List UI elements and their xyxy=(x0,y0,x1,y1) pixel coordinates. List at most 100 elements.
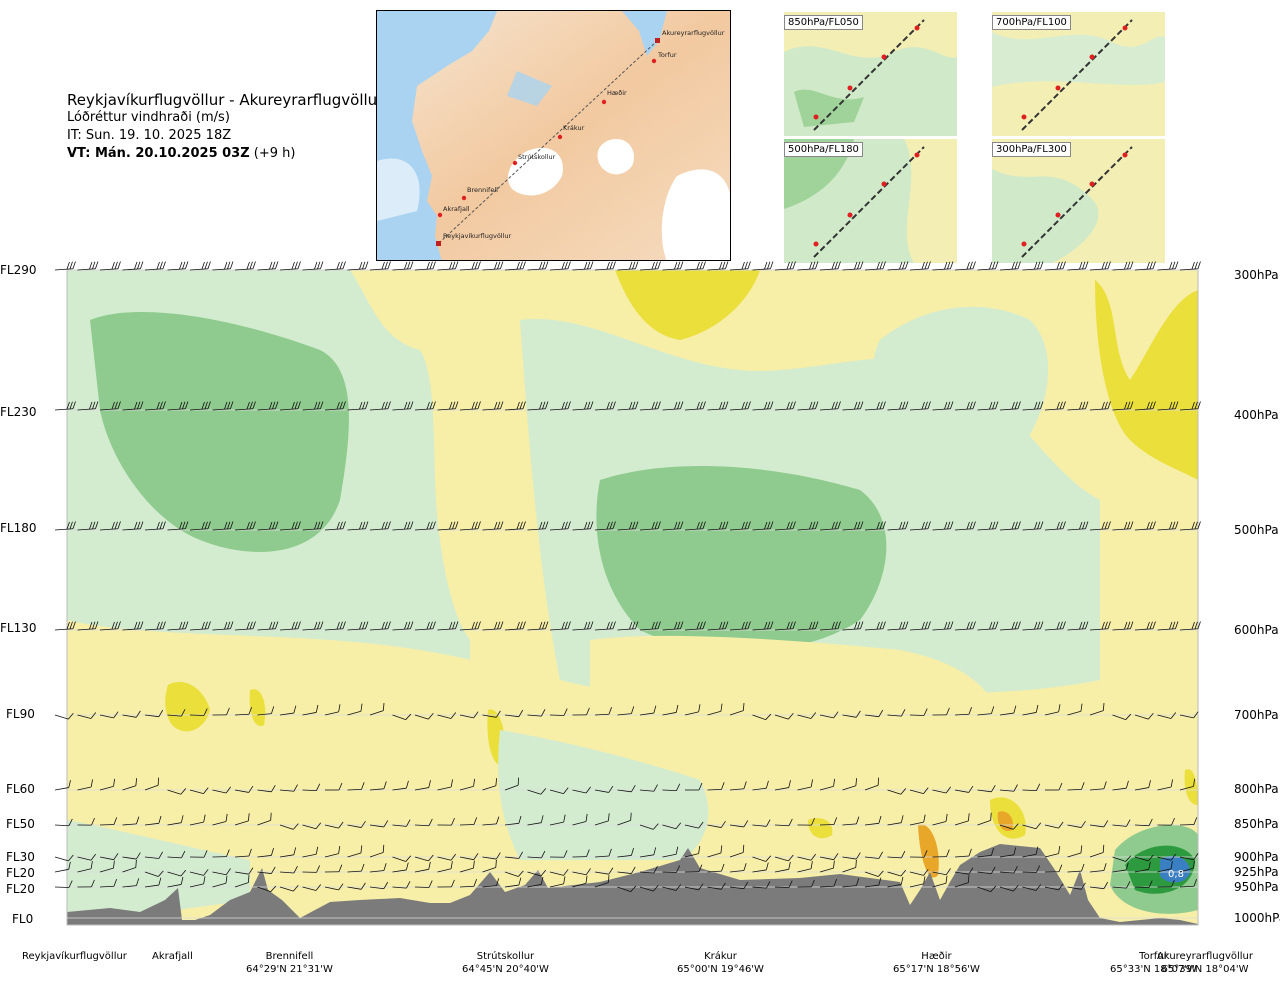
wind-barb xyxy=(707,863,725,873)
wind-barb xyxy=(864,815,882,826)
wind-barb xyxy=(1089,863,1107,873)
wind-barb xyxy=(617,261,639,271)
hpa-label: 600hPa xyxy=(1234,623,1279,637)
level-map-500: 500hPa/FL180 xyxy=(784,139,957,263)
wind-barb xyxy=(977,848,994,858)
wind-barb xyxy=(482,521,504,531)
wind-barb xyxy=(774,780,791,791)
wind-barb xyxy=(212,621,234,631)
wind-barb xyxy=(662,704,679,716)
wind-barb xyxy=(77,712,97,719)
wind-barb xyxy=(909,876,926,888)
wind-barb xyxy=(347,845,363,858)
field-weak-down-right xyxy=(871,306,1049,482)
wind-barb xyxy=(639,261,661,271)
wind-barb xyxy=(752,713,772,721)
wind-barb xyxy=(234,785,254,793)
wind-barb xyxy=(1067,521,1089,531)
wind-barb xyxy=(369,844,385,858)
wind-barb xyxy=(482,261,504,271)
wind-barb xyxy=(77,817,95,826)
wind-barb xyxy=(77,261,99,271)
map-point-brennifell xyxy=(461,195,467,201)
wind-barb xyxy=(1022,704,1039,716)
map-point-reykjavik xyxy=(436,241,441,246)
wind-barb xyxy=(167,621,189,631)
wind-barb xyxy=(909,401,931,411)
wind-barb xyxy=(684,864,703,873)
wind-barb xyxy=(549,401,571,411)
wind-barb xyxy=(639,705,657,716)
wind-barb xyxy=(257,706,275,716)
wind-barb xyxy=(279,847,297,858)
wind-barb xyxy=(257,261,279,271)
wind-barb xyxy=(617,621,639,631)
wind-barb xyxy=(459,261,481,271)
wind-barb xyxy=(437,712,457,719)
wind-barb xyxy=(774,854,794,862)
wind-barb xyxy=(909,787,929,795)
wind-barb xyxy=(887,521,909,531)
wind-barb xyxy=(392,780,409,791)
level-gridlines xyxy=(67,269,1198,919)
fjord xyxy=(622,11,667,56)
wind-barb xyxy=(189,850,208,858)
level-map-850: 850hPa/FL050 xyxy=(784,12,957,136)
wind-barb xyxy=(1134,261,1156,271)
wind-barb xyxy=(774,401,796,411)
wind-barb xyxy=(302,783,321,792)
wind-barb xyxy=(527,401,549,411)
x-location-coord: 65°17'N 18°56'W xyxy=(893,964,980,975)
wind-barb xyxy=(1044,521,1066,531)
wind-barb xyxy=(122,401,144,411)
wind-barb xyxy=(392,401,414,411)
wind-barb xyxy=(369,820,389,828)
wind-barb xyxy=(797,521,819,531)
wind-barb xyxy=(594,621,616,631)
wind-barb xyxy=(504,521,526,531)
fl-label: FL50 xyxy=(6,817,35,831)
wind-barb xyxy=(999,621,1021,631)
wind-barb xyxy=(752,261,774,271)
field-down-center xyxy=(596,466,887,652)
map-label-krakur: Krákur xyxy=(563,124,585,132)
wind-barb xyxy=(212,875,228,888)
wind-barb xyxy=(842,778,858,791)
x-location-coord: 65°00'N 19°46'W xyxy=(677,964,764,975)
fl-label: FL0 xyxy=(12,912,34,926)
wind-barb xyxy=(1179,860,1195,873)
heatmap-field xyxy=(67,270,1198,925)
wind-barb xyxy=(662,261,684,271)
wind-barb xyxy=(819,853,839,861)
wind-barb xyxy=(257,401,279,411)
wind-barb xyxy=(527,788,547,795)
wind-barb xyxy=(414,854,434,862)
map-label-akureyri: Akureyrarflugvöllur xyxy=(662,29,725,37)
wind-barb xyxy=(887,788,907,795)
x-location: Reykjavíkurflugvöllur xyxy=(22,950,127,963)
x-location-coord: 65°39'N 18°04'W xyxy=(1161,964,1249,975)
x-location-coord: 65°33'N 18°07'W xyxy=(1110,964,1197,975)
wind-barb xyxy=(999,866,1018,874)
level-map-850-label: 850hPa/FL050 xyxy=(784,15,863,30)
wind-barb xyxy=(212,521,234,531)
wind-barb xyxy=(617,885,637,893)
wind-barb xyxy=(459,621,481,631)
wind-barb xyxy=(572,621,594,631)
wind-barb xyxy=(774,880,793,888)
wind-barb xyxy=(797,401,819,411)
wind-barb xyxy=(1112,855,1132,862)
wind-barb xyxy=(1067,261,1089,271)
map-label-akrafjall: Akrafjall xyxy=(443,205,470,213)
wind-barb xyxy=(167,709,186,717)
level-map-700-svg xyxy=(992,12,1165,136)
wind-barb xyxy=(662,783,681,792)
fl-label: FL20 xyxy=(6,866,35,880)
wind-barb xyxy=(189,401,211,411)
field-up-spot-left xyxy=(165,681,210,732)
wind-barb xyxy=(437,401,459,411)
wind-barb xyxy=(617,812,632,826)
wind-barb xyxy=(662,822,682,830)
route-map: Akureyrarflugvöllur Torfur Hæðir Krákur … xyxy=(376,10,731,261)
wind-barb xyxy=(347,261,369,271)
